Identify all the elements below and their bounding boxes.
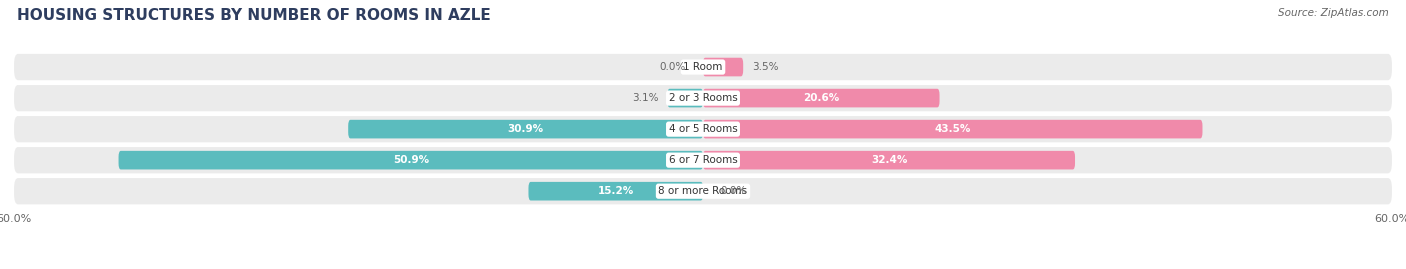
FancyBboxPatch shape [14,54,1392,80]
FancyBboxPatch shape [703,151,1076,169]
Text: 0.0%: 0.0% [659,62,686,72]
FancyBboxPatch shape [14,178,1392,204]
Text: HOUSING STRUCTURES BY NUMBER OF ROOMS IN AZLE: HOUSING STRUCTURES BY NUMBER OF ROOMS IN… [17,8,491,23]
FancyBboxPatch shape [349,120,703,139]
FancyBboxPatch shape [14,85,1392,111]
Text: 32.4%: 32.4% [870,155,907,165]
Text: 8 or more Rooms: 8 or more Rooms [658,186,748,196]
Text: 6 or 7 Rooms: 6 or 7 Rooms [669,155,737,165]
Text: 43.5%: 43.5% [935,124,972,134]
Text: 20.6%: 20.6% [803,93,839,103]
Legend: Owner-occupied, Renter-occupied: Owner-occupied, Renter-occupied [576,266,830,269]
Text: 2 or 3 Rooms: 2 or 3 Rooms [669,93,737,103]
FancyBboxPatch shape [118,151,703,169]
Text: 50.9%: 50.9% [392,155,429,165]
Text: 3.5%: 3.5% [752,62,779,72]
Text: 1 Room: 1 Room [683,62,723,72]
Text: 4 or 5 Rooms: 4 or 5 Rooms [669,124,737,134]
FancyBboxPatch shape [668,89,703,107]
FancyBboxPatch shape [529,182,703,200]
FancyBboxPatch shape [14,147,1392,173]
Text: Source: ZipAtlas.com: Source: ZipAtlas.com [1278,8,1389,18]
FancyBboxPatch shape [703,120,1202,139]
Text: 15.2%: 15.2% [598,186,634,196]
FancyBboxPatch shape [14,116,1392,142]
Text: 30.9%: 30.9% [508,124,544,134]
FancyBboxPatch shape [703,89,939,107]
FancyBboxPatch shape [703,58,744,76]
Text: 0.0%: 0.0% [720,186,747,196]
Text: 3.1%: 3.1% [631,93,658,103]
